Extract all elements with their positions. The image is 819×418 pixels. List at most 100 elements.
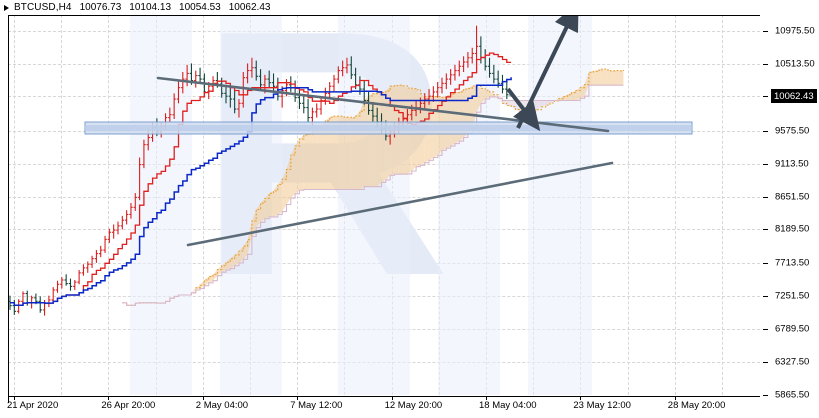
chart-header: BTCUSD,H4 10076.73 10104.13 10054.53 100… [0,0,819,15]
cloud-segment [286,154,291,205]
cloud-segment [610,70,615,86]
cloud-segment [221,262,226,273]
price-label: 9575.50 [775,125,810,137]
axis-top [8,15,760,16]
grid-line-vertical-minor [722,15,723,395]
cloud-segment [200,279,205,289]
price-tick [763,63,768,65]
cloud-segment [282,169,287,212]
cloud-segment [195,285,201,290]
cloud-segment [191,287,196,293]
cloud-segment [290,146,296,199]
cloud-segment [213,269,218,281]
time-label: 23 May 12:00 [573,400,631,411]
session-band [528,15,592,395]
time-label: 12 May 20:00 [384,400,443,411]
time-label: 26 Apr 20:00 [101,400,156,411]
price-label: 6327.50 [775,356,810,368]
quote-close: 10062.43 [228,2,271,13]
grid-line-vertical-minor [61,15,63,395]
grid-line-vertical [14,15,15,395]
time-label: 18 May 04:00 [479,400,537,411]
cloud-segment [277,179,283,215]
cloud-segment [299,135,304,191]
cloud-segment [550,100,555,103]
down-arrow[interactable] [506,87,541,132]
cloud-segment [295,138,300,194]
cloud-segment [226,258,231,271]
cloud-segment [584,72,589,97]
time-tick [580,396,582,400]
symbol-label: BTCUSD,H4 [14,2,72,13]
cloud-segment [485,90,490,100]
cloud-segment [260,198,265,223]
cloud-segment [606,69,611,86]
price-tick [763,329,768,331]
price-label: 7713.50 [775,257,810,269]
axis-left [8,15,9,403]
grid-line-vertical [297,15,299,395]
cloud-segment [204,276,209,286]
cloud-segment [476,85,481,113]
price-tick [763,296,768,298]
cloud-segment [498,98,503,104]
up-arrow[interactable] [516,15,579,129]
cloud-segment [593,70,598,86]
cloud-segment [243,239,248,260]
cloud-segment [247,220,252,255]
cloud-segment [446,94,451,149]
chart-plot-area[interactable]: R [8,15,760,395]
cloud-segment [264,193,270,219]
cloud-segment [588,71,594,86]
cloud-segment [480,88,486,104]
cloud-segment [312,127,317,190]
session-band [438,15,500,395]
grid-line-vertical [202,15,204,395]
cloud-segment [368,93,373,187]
price-label: 5865.50 [775,389,810,401]
cloud-segment [273,184,278,217]
grid-line-vertical [674,15,676,395]
time-label: 2 May 04:00 [195,400,249,411]
cloud-segment [489,91,494,97]
price-tick [763,163,768,165]
cloud-segment [614,70,620,86]
cloud-segment [217,265,222,276]
time-label: 21 Apr 2020 [7,400,59,411]
senkou-span-a [122,68,624,306]
quote-high: 10104.13 [129,2,172,13]
lower-trendline[interactable] [186,161,614,247]
resistance-band-core [85,125,692,131]
resistance-band [84,121,693,135]
time-tick [486,396,487,400]
cloud-segment [308,131,313,190]
cloud-segment [238,246,244,263]
cloud-segment [316,125,322,190]
time-tick [391,396,393,400]
cloud-segment [541,100,546,107]
cloud-segment [619,69,624,86]
price-tick [763,30,768,32]
upper-trendline[interactable] [156,76,610,133]
cloud-segment [256,203,261,228]
cloud-segment [346,117,352,190]
price-label: 10975.50 [775,25,815,37]
cloud-segment [321,120,326,190]
time-tick [108,396,110,400]
drawn-annotations [156,15,614,247]
axis-bottom [8,396,760,397]
price-label: 10513.50 [775,58,815,70]
quote-low: 10054.53 [179,2,221,13]
time-tick [14,396,15,400]
price-tick [763,362,768,364]
time-tick [297,396,299,400]
triangle-down-icon[interactable] [4,4,9,11]
cloud-segment [251,209,257,237]
price-tick [763,196,768,198]
cloud-segment [502,100,507,106]
cloud-segment [597,69,602,86]
time-tick [674,396,676,400]
price-axis[interactable]: 10975.50 10513.50 9575.50 9113.50 8651.50 818… [761,0,819,418]
cloud-segment [545,100,550,106]
